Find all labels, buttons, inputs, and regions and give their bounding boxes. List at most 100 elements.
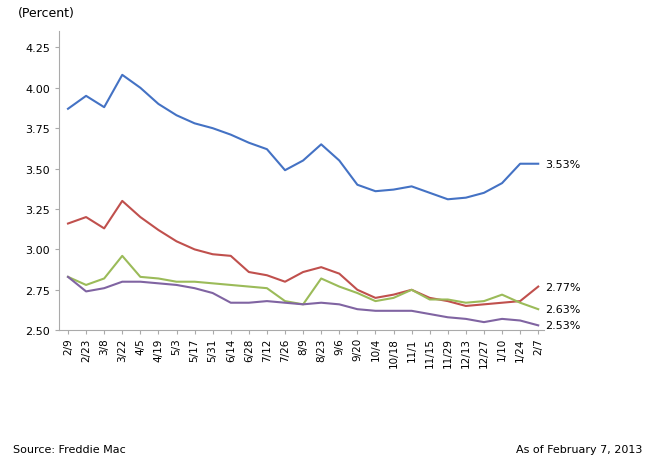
15-yr FRM bbox=[119, 199, 126, 204]
5-1 ARM bbox=[82, 283, 90, 288]
1-yr ARM bbox=[426, 312, 434, 317]
1-yr ARM bbox=[245, 300, 253, 306]
15-yr FRM bbox=[354, 287, 362, 293]
5-1 ARM bbox=[100, 276, 108, 282]
1-yr ARM bbox=[390, 308, 398, 314]
Text: Source: Freddie Mac: Source: Freddie Mac bbox=[13, 444, 126, 454]
1-yr ARM bbox=[407, 308, 415, 314]
30-yr FRM bbox=[227, 133, 234, 138]
15-yr FRM bbox=[390, 292, 398, 298]
15-yr FRM bbox=[227, 253, 234, 259]
5-1 ARM bbox=[64, 274, 72, 280]
5-1 ARM bbox=[155, 276, 162, 282]
Line: 1-yr ARM: 1-yr ARM bbox=[68, 277, 538, 325]
15-yr FRM bbox=[136, 215, 144, 220]
30-yr FRM bbox=[172, 113, 180, 119]
5-1 ARM bbox=[335, 284, 343, 290]
15-yr FRM bbox=[335, 271, 343, 277]
15-yr FRM bbox=[299, 270, 307, 275]
1-yr ARM bbox=[172, 283, 180, 288]
1-yr ARM bbox=[299, 302, 307, 308]
30-yr FRM bbox=[335, 158, 343, 164]
1-yr ARM bbox=[155, 281, 162, 286]
1-yr ARM bbox=[191, 286, 198, 291]
15-yr FRM bbox=[516, 299, 524, 304]
30-yr FRM bbox=[119, 73, 126, 78]
30-yr FRM bbox=[480, 190, 488, 196]
15-yr FRM bbox=[317, 265, 325, 270]
Text: 2.53%: 2.53% bbox=[546, 321, 581, 330]
15-yr FRM bbox=[64, 221, 72, 227]
1-yr ARM bbox=[335, 302, 343, 308]
5-1 ARM bbox=[462, 300, 470, 306]
Text: 2.77%: 2.77% bbox=[546, 282, 581, 292]
5-1 ARM bbox=[281, 299, 289, 304]
1-yr ARM bbox=[317, 300, 325, 306]
15-yr FRM bbox=[426, 296, 434, 301]
15-yr FRM bbox=[407, 287, 415, 293]
5-1 ARM bbox=[371, 299, 379, 304]
5-1 ARM bbox=[534, 307, 542, 312]
30-yr FRM bbox=[82, 94, 90, 100]
15-yr FRM bbox=[100, 226, 108, 232]
5-1 ARM bbox=[227, 283, 234, 288]
5-1 ARM bbox=[172, 280, 180, 285]
5-1 ARM bbox=[407, 287, 415, 293]
Text: As of February 7, 2013: As of February 7, 2013 bbox=[515, 444, 642, 454]
30-yr FRM bbox=[426, 190, 434, 196]
5-1 ARM bbox=[516, 300, 524, 306]
30-yr FRM bbox=[191, 121, 198, 127]
5-1 ARM bbox=[119, 253, 126, 259]
30-yr FRM bbox=[209, 126, 217, 132]
15-yr FRM bbox=[172, 239, 180, 245]
30-yr FRM bbox=[317, 142, 325, 148]
30-yr FRM bbox=[136, 86, 144, 91]
30-yr FRM bbox=[516, 162, 524, 167]
30-yr FRM bbox=[100, 105, 108, 111]
Line: 30-yr FRM: 30-yr FRM bbox=[68, 76, 538, 200]
1-yr ARM bbox=[263, 299, 271, 304]
Text: (Percent): (Percent) bbox=[18, 7, 75, 20]
1-yr ARM bbox=[480, 319, 488, 325]
Text: 2.63%: 2.63% bbox=[546, 304, 581, 314]
30-yr FRM bbox=[498, 181, 506, 186]
5-1 ARM bbox=[498, 292, 506, 298]
15-yr FRM bbox=[82, 215, 90, 220]
5-1 ARM bbox=[426, 297, 434, 302]
30-yr FRM bbox=[299, 158, 307, 164]
5-1 ARM bbox=[191, 280, 198, 285]
5-1 ARM bbox=[299, 302, 307, 308]
30-yr FRM bbox=[390, 187, 398, 193]
15-yr FRM bbox=[498, 300, 506, 306]
1-yr ARM bbox=[100, 286, 108, 291]
1-yr ARM bbox=[534, 323, 542, 328]
15-yr FRM bbox=[191, 247, 198, 252]
1-yr ARM bbox=[136, 280, 144, 285]
5-1 ARM bbox=[245, 284, 253, 290]
15-yr FRM bbox=[371, 296, 379, 301]
1-yr ARM bbox=[209, 291, 217, 296]
5-1 ARM bbox=[317, 276, 325, 282]
15-yr FRM bbox=[245, 270, 253, 275]
30-yr FRM bbox=[462, 196, 470, 201]
5-1 ARM bbox=[390, 296, 398, 301]
15-yr FRM bbox=[155, 228, 162, 233]
1-yr ARM bbox=[281, 300, 289, 306]
1-yr ARM bbox=[498, 316, 506, 322]
5-1 ARM bbox=[209, 281, 217, 286]
1-yr ARM bbox=[64, 274, 72, 280]
30-yr FRM bbox=[407, 184, 415, 190]
30-yr FRM bbox=[371, 189, 379, 195]
5-1 ARM bbox=[444, 297, 452, 302]
15-yr FRM bbox=[480, 302, 488, 308]
30-yr FRM bbox=[444, 197, 452, 202]
5-1 ARM bbox=[263, 286, 271, 291]
15-yr FRM bbox=[462, 303, 470, 309]
30-yr FRM bbox=[245, 140, 253, 146]
1-yr ARM bbox=[119, 280, 126, 285]
30-yr FRM bbox=[281, 168, 289, 174]
1-yr ARM bbox=[516, 318, 524, 324]
15-yr FRM bbox=[263, 273, 271, 279]
5-1 ARM bbox=[354, 291, 362, 296]
Text: 3.53%: 3.53% bbox=[546, 159, 581, 169]
